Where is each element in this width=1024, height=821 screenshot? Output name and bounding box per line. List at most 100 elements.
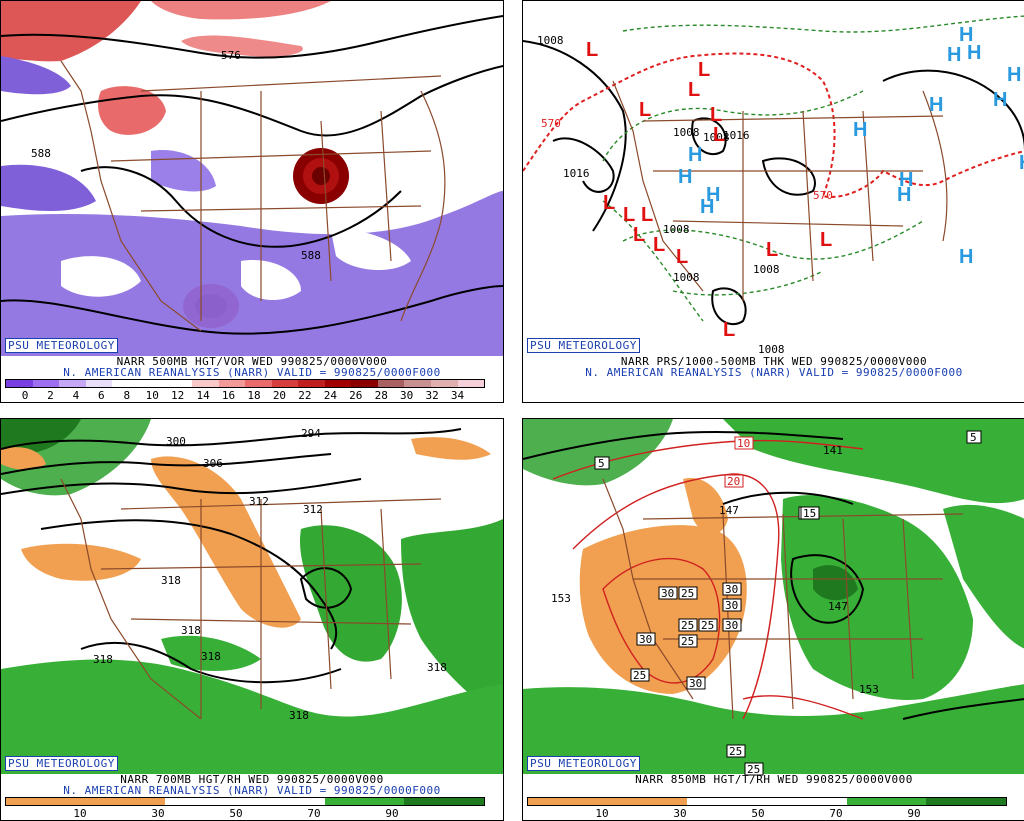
svg-text:L: L xyxy=(820,229,832,251)
svg-text:L: L xyxy=(586,39,598,61)
height-contours xyxy=(1,15,503,335)
temp850-map: 141 147 147 153 153 5 10 15 20 25 30 30 … xyxy=(523,419,1024,776)
map-caption: NARR PRS/1000-500MB THK WED 990825/0000V… xyxy=(620,355,928,368)
contour-label: 312 xyxy=(249,495,269,508)
colorbar-swatch xyxy=(271,380,299,387)
colorbar-swatch xyxy=(6,380,33,387)
moist-area xyxy=(300,525,402,662)
contour-label: 318 xyxy=(201,650,221,663)
colorbar xyxy=(527,797,1007,806)
contour-label: 318 xyxy=(93,653,113,666)
contour-labels: 300 294 306 312 312 318 318 318 318 318 … xyxy=(93,427,447,722)
map-caption: NARR 500MB HGT/VOR WED 990825/0000V000 xyxy=(116,355,388,368)
colorbar-tick: 70 xyxy=(829,807,843,820)
colorbar-tick: 10 xyxy=(145,389,159,402)
moist-area xyxy=(401,519,503,719)
contour-label: 318 xyxy=(181,624,201,637)
svg-text:L: L xyxy=(676,246,688,268)
colorbar-swatch xyxy=(32,380,60,387)
colorbar-tick: 30 xyxy=(400,389,414,402)
svg-text:30: 30 xyxy=(639,633,652,646)
thickness-green xyxy=(602,15,1024,322)
colorbar-tick: 24 xyxy=(323,389,337,402)
svg-text:25: 25 xyxy=(701,619,714,632)
contour-label: 318 xyxy=(161,574,181,587)
svg-text:H: H xyxy=(967,42,981,64)
svg-text:L: L xyxy=(641,204,653,226)
temperature-labels: 5 10 15 20 25 30 30 30 25 25 30 25 30 30… xyxy=(594,430,982,776)
contour-label: 576 xyxy=(221,49,241,62)
svg-text:H: H xyxy=(688,144,702,166)
svg-text:25: 25 xyxy=(747,763,760,776)
contour-label: 1008 xyxy=(753,263,780,276)
svg-text:30: 30 xyxy=(725,619,738,632)
colorbar-tick: 0 xyxy=(21,389,29,402)
temp-box: 25 xyxy=(744,762,764,776)
temp-box: 25 xyxy=(678,618,698,632)
colorbar-swatch xyxy=(457,380,485,387)
temp-box: 30 xyxy=(686,676,706,690)
temp-box: 30 xyxy=(658,586,678,600)
colorbar-swatch xyxy=(85,380,113,387)
psu-meteorology-badge: PSU METEOROLOGY xyxy=(527,756,640,771)
svg-text:15: 15 xyxy=(803,507,816,520)
svg-text:H: H xyxy=(959,246,973,268)
svg-text:H: H xyxy=(899,169,913,191)
low-pressure-markers: L L L L L L L L L L L L L L L xyxy=(586,39,832,341)
panel-850mb-temp-rh: 141 147 147 153 153 5 10 15 20 25 30 30 … xyxy=(522,418,1024,821)
colorbar-tick: 2 xyxy=(47,389,54,402)
moist-area xyxy=(523,419,673,486)
colorbar-tick: 8 xyxy=(123,389,131,402)
svg-text:H: H xyxy=(706,184,720,206)
colorbar-swatch xyxy=(191,380,219,387)
svg-text:H: H xyxy=(678,166,692,188)
contour-label: 147 xyxy=(828,600,848,613)
svg-text:25: 25 xyxy=(681,619,694,632)
svg-text:25: 25 xyxy=(681,635,694,648)
map-subcaption: N. AMERICAN REANALYSIS (NARR) VALID = 99… xyxy=(585,366,963,379)
contour-label: 300 xyxy=(166,435,186,448)
temp-box: 5 xyxy=(594,456,610,470)
temp-box: 30 xyxy=(722,598,742,612)
svg-text:30: 30 xyxy=(661,587,674,600)
colorbar-tick: 34 xyxy=(450,389,465,402)
temp-box: 25 xyxy=(678,586,698,600)
panel-pressure-thickness: 1008 1016 1008 1008 1008 1008 1008 1008 … xyxy=(522,0,1024,403)
colorbar-swatch xyxy=(245,380,272,387)
svg-text:L: L xyxy=(766,239,778,261)
psu-meteorology-badge: PSU METEOROLOGY xyxy=(527,338,640,353)
colorbar-swatch xyxy=(324,380,352,387)
isobar-labels: 1008 1016 1008 1008 1008 1008 1008 1008 … xyxy=(537,34,785,356)
colorbar-tick: 90 xyxy=(907,807,921,820)
contour-label: 588 xyxy=(301,249,321,262)
dry-area xyxy=(411,437,491,460)
colorbar-tick: 50 xyxy=(751,807,765,820)
colorbar-swatch xyxy=(377,380,405,387)
colorbar-swatch xyxy=(218,380,246,387)
colorbar-swatch xyxy=(59,380,86,387)
svg-text:L: L xyxy=(713,124,725,146)
svg-text:30: 30 xyxy=(725,583,738,596)
contour-label: 1008 xyxy=(703,131,730,144)
vorticity-min-area xyxy=(1,164,96,211)
svg-text:H: H xyxy=(1019,152,1024,174)
colorbar-tick: 10 xyxy=(595,807,609,820)
svg-text:25: 25 xyxy=(681,587,694,600)
vorticity-max-area xyxy=(151,1,331,20)
contour-label: 588 xyxy=(31,147,51,160)
contour-label: 141 xyxy=(823,444,843,457)
colorbar-swatch xyxy=(431,380,458,387)
svg-text:5: 5 xyxy=(970,431,977,444)
colorbar-tick: 4 xyxy=(72,389,80,402)
contour-label: 306 xyxy=(203,457,223,470)
svg-text:L: L xyxy=(639,99,651,121)
colorbar-tick: 16 xyxy=(221,389,236,402)
temp-box: 20 xyxy=(724,474,744,488)
boundaries xyxy=(612,80,948,301)
svg-text:L: L xyxy=(633,224,645,246)
svg-text:L: L xyxy=(698,59,710,81)
colorbar-tick: 6 xyxy=(98,389,105,402)
colorbar-tick: 30 xyxy=(673,807,687,820)
thickness-label: 570 xyxy=(813,189,833,202)
moist-area xyxy=(523,684,1024,774)
